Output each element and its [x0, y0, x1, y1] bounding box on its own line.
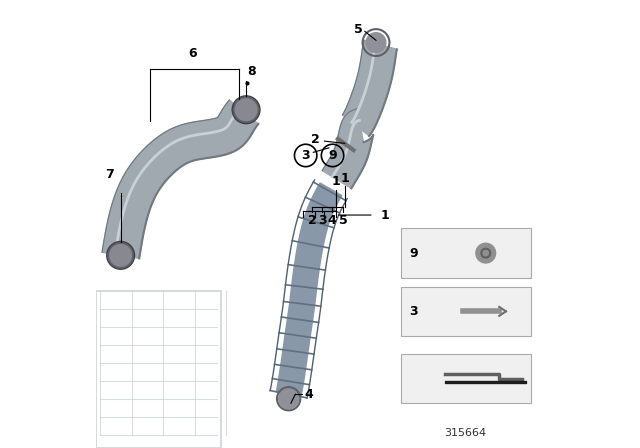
Circle shape	[235, 99, 257, 121]
Text: 2: 2	[311, 133, 320, 146]
Text: 3: 3	[318, 214, 326, 227]
Polygon shape	[323, 109, 373, 188]
Circle shape	[109, 244, 132, 267]
FancyBboxPatch shape	[401, 287, 531, 336]
Text: 4: 4	[328, 214, 337, 227]
Text: 1: 1	[340, 172, 349, 185]
Text: 6: 6	[188, 47, 196, 60]
Text: 3: 3	[410, 305, 418, 318]
Text: 8: 8	[248, 65, 256, 78]
Bar	[96, 291, 221, 448]
FancyBboxPatch shape	[401, 354, 531, 403]
Text: 7: 7	[105, 168, 114, 181]
Text: 5: 5	[339, 214, 348, 227]
Circle shape	[279, 389, 298, 409]
Text: 2: 2	[308, 214, 317, 227]
Polygon shape	[276, 183, 342, 396]
Circle shape	[366, 33, 386, 52]
Text: 1: 1	[332, 175, 340, 188]
Text: 315664: 315664	[445, 428, 486, 438]
FancyBboxPatch shape	[401, 228, 531, 278]
Text: 1: 1	[380, 208, 389, 222]
Circle shape	[476, 243, 495, 263]
Text: 9: 9	[410, 246, 418, 260]
Text: 5: 5	[354, 22, 362, 36]
Polygon shape	[102, 100, 259, 258]
Text: 4: 4	[305, 388, 313, 401]
Text: 3: 3	[301, 149, 310, 162]
Text: 9: 9	[328, 149, 337, 162]
Polygon shape	[342, 40, 397, 136]
